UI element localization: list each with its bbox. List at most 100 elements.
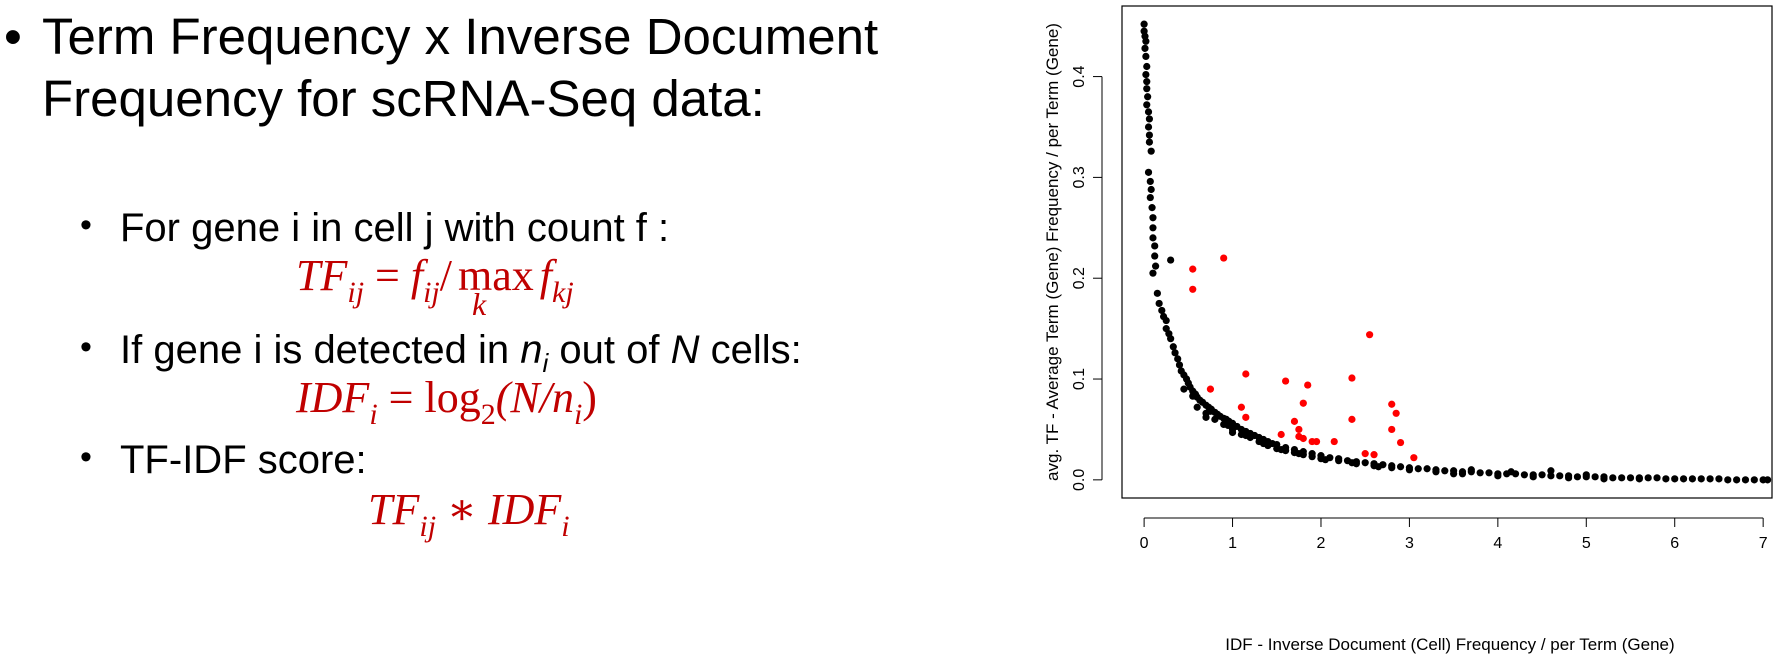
data-point-black xyxy=(1556,472,1564,480)
data-point-black xyxy=(1697,475,1705,483)
data-point-red xyxy=(1277,430,1285,439)
data-point-black xyxy=(1202,413,1210,421)
formula-multiply: ∗ xyxy=(447,485,477,534)
formula-tf: TF xyxy=(368,485,420,534)
y-axis: 0.0 0.1 0.2 0.3 0.4 xyxy=(1071,65,1103,491)
y-tick-label: 0.0 xyxy=(1071,469,1088,491)
data-point-black xyxy=(1193,403,1201,411)
data-point-black xyxy=(1494,472,1502,480)
data-point-black xyxy=(1149,214,1157,222)
data-point-red xyxy=(1237,403,1245,411)
data-point-black xyxy=(1151,242,1159,250)
data-point-black xyxy=(1148,204,1156,212)
data-point-black xyxy=(1146,177,1154,186)
data-point-black xyxy=(1609,474,1617,482)
data-point-red xyxy=(1290,417,1299,425)
data-point-black xyxy=(1171,349,1179,357)
data-point-black xyxy=(1144,123,1153,131)
data-point-red xyxy=(1242,413,1250,421)
data-point-red xyxy=(1189,265,1197,273)
data-point-black xyxy=(1348,459,1356,467)
data-point-black xyxy=(1146,193,1154,202)
x-tick-label: 1 xyxy=(1228,535,1237,552)
x-tick-label: 4 xyxy=(1493,535,1502,552)
data-point-black xyxy=(1206,407,1215,415)
x-tick-label: 6 xyxy=(1670,535,1679,552)
data-point-red xyxy=(1312,437,1321,446)
text-segment: out of xyxy=(548,328,671,372)
data-point-black xyxy=(1724,476,1732,484)
data-point-black xyxy=(1147,185,1155,194)
sub-bullet-text: TF-IDF score: xyxy=(120,438,367,482)
scatter-plot: 0 1 2 3 4 5 6 7 0.0 0.1 0.2 0.3 0.4 IDF - Inverse D… xyxy=(1043,5,1773,654)
x-axis-label: IDF - Inverse Document (Cell) Frequency … xyxy=(1225,635,1674,654)
y-axis-label: avg. TF - Average Term (Gene) Frequency … xyxy=(1043,23,1062,481)
data-point-black xyxy=(1143,85,1151,93)
formula-sub: ij xyxy=(419,510,437,543)
data-points xyxy=(1140,20,1772,484)
data-point-black xyxy=(1538,471,1546,479)
data-point-black xyxy=(1582,471,1590,479)
data-point-black xyxy=(1520,471,1528,479)
formula-f: f xyxy=(410,251,424,300)
data-point-black xyxy=(1167,256,1175,264)
data-point-black xyxy=(1158,306,1166,315)
tfidf-formula: TFij ∗ IDFi xyxy=(368,484,570,544)
data-point-black xyxy=(1153,289,1161,297)
data-point-black xyxy=(1671,475,1679,483)
data-point-black xyxy=(1706,475,1714,483)
data-point-black xyxy=(1321,456,1330,464)
data-point-black xyxy=(1144,108,1153,116)
formula-sub: i xyxy=(573,398,583,431)
data-point-black xyxy=(1458,470,1467,478)
data-point-black xyxy=(1432,468,1440,476)
plot-frame xyxy=(1121,5,1773,499)
data-point-red xyxy=(1348,374,1356,382)
data-point-black xyxy=(1295,450,1303,458)
closing-paren: ) xyxy=(582,373,597,422)
data-point-black xyxy=(1242,431,1250,440)
data-point-red xyxy=(1242,370,1250,378)
data-point-black xyxy=(1142,52,1150,61)
data-point-black xyxy=(1152,262,1160,270)
x-tick-label: 2 xyxy=(1317,535,1326,552)
x-tick-label: 5 xyxy=(1582,535,1591,552)
max-label: max xyxy=(458,251,534,300)
data-point-black xyxy=(1149,234,1157,242)
idf-formula: IDFi = log2(N/ni) xyxy=(296,372,597,432)
n-symbol: n xyxy=(520,328,543,372)
formula-sub: ij xyxy=(347,276,365,309)
formula-eq: = xyxy=(388,373,414,422)
data-point-black xyxy=(1618,474,1626,482)
max-subscript: k xyxy=(472,286,487,322)
formula-sub: ij xyxy=(423,276,440,309)
formula-sub: i xyxy=(561,510,570,543)
data-point-black xyxy=(1259,439,1268,448)
formula-sub: kj xyxy=(552,276,574,309)
formula-lhs: TF xyxy=(296,251,348,300)
log-argument: (N/n xyxy=(495,373,574,422)
formula-idf: IDF xyxy=(487,485,562,534)
slide-heading: Term Frequency x Inverse Document Freque… xyxy=(42,8,879,127)
data-point-black xyxy=(1441,467,1449,475)
data-point-black xyxy=(1149,269,1157,277)
data-point-red xyxy=(1410,454,1418,462)
data-point-black xyxy=(1162,316,1170,325)
y-tick-label: 0.1 xyxy=(1071,368,1088,390)
data-point-black xyxy=(1547,472,1555,480)
data-point-black xyxy=(1155,299,1163,308)
data-point-black xyxy=(1529,473,1537,481)
data-point-black xyxy=(1151,252,1159,260)
data-point-black xyxy=(1467,466,1475,474)
bullet-dot: • xyxy=(80,206,92,244)
data-point-black xyxy=(1591,473,1599,481)
data-point-black xyxy=(1507,468,1515,476)
data-point-black xyxy=(1145,115,1154,123)
data-point-black xyxy=(1167,335,1175,343)
data-point-black xyxy=(1228,428,1237,437)
formula-lhs: IDF xyxy=(296,373,370,422)
data-point-black xyxy=(1143,78,1151,86)
x-axis: 0 1 2 3 4 5 6 7 xyxy=(1140,517,1768,552)
data-point-black xyxy=(1142,37,1150,45)
data-point-red xyxy=(1396,438,1405,447)
